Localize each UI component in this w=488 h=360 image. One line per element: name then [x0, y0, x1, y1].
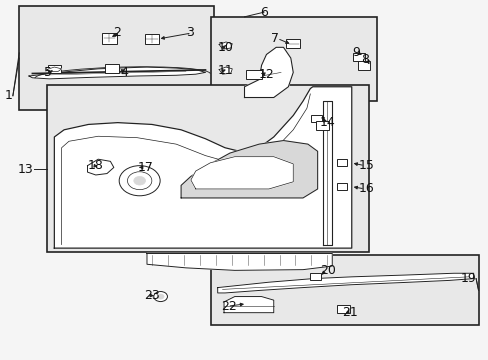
Text: 10: 10 — [217, 41, 233, 54]
Text: 7: 7 — [271, 32, 279, 45]
Polygon shape — [217, 273, 473, 293]
Text: 1: 1 — [5, 89, 13, 102]
FancyBboxPatch shape — [211, 17, 376, 101]
Text: 16: 16 — [358, 183, 374, 195]
FancyBboxPatch shape — [336, 305, 349, 313]
FancyBboxPatch shape — [357, 60, 369, 70]
FancyBboxPatch shape — [309, 273, 320, 280]
Circle shape — [119, 166, 160, 196]
FancyBboxPatch shape — [19, 6, 214, 110]
Text: 4: 4 — [120, 66, 128, 79]
Polygon shape — [54, 87, 351, 248]
Text: 3: 3 — [185, 27, 193, 40]
Text: 18: 18 — [87, 159, 103, 172]
Circle shape — [134, 176, 145, 185]
FancyBboxPatch shape — [47, 85, 368, 252]
Text: 5: 5 — [43, 66, 52, 79]
Text: 21: 21 — [341, 306, 357, 319]
FancyBboxPatch shape — [105, 64, 119, 73]
Polygon shape — [47, 67, 61, 71]
Text: 20: 20 — [320, 264, 335, 277]
Polygon shape — [224, 297, 273, 313]
Text: 14: 14 — [320, 116, 335, 129]
Polygon shape — [181, 140, 317, 198]
Polygon shape — [322, 101, 331, 244]
Polygon shape — [219, 42, 232, 49]
Text: 12: 12 — [259, 68, 274, 81]
Polygon shape — [87, 159, 114, 175]
Circle shape — [157, 294, 163, 299]
Circle shape — [154, 292, 167, 302]
Polygon shape — [190, 157, 293, 189]
FancyBboxPatch shape — [211, 255, 478, 325]
FancyBboxPatch shape — [144, 34, 159, 44]
FancyBboxPatch shape — [352, 53, 365, 61]
Polygon shape — [29, 67, 205, 79]
Text: 9: 9 — [351, 46, 359, 59]
FancyBboxPatch shape — [102, 33, 117, 44]
Text: 2: 2 — [113, 27, 121, 40]
Text: 8: 8 — [361, 53, 369, 66]
FancyBboxPatch shape — [47, 64, 61, 73]
Polygon shape — [244, 47, 293, 98]
Text: 23: 23 — [144, 289, 160, 302]
Text: 17: 17 — [137, 161, 153, 174]
Text: 13: 13 — [18, 163, 34, 176]
FancyBboxPatch shape — [336, 183, 346, 190]
Polygon shape — [219, 67, 232, 74]
FancyBboxPatch shape — [336, 159, 346, 166]
FancyBboxPatch shape — [316, 121, 328, 130]
FancyBboxPatch shape — [246, 69, 262, 79]
Text: 6: 6 — [260, 6, 267, 19]
FancyBboxPatch shape — [311, 115, 322, 122]
Polygon shape — [147, 253, 331, 270]
Text: 11: 11 — [217, 64, 233, 77]
Text: 15: 15 — [358, 159, 374, 172]
FancyBboxPatch shape — [285, 39, 300, 48]
Text: 19: 19 — [459, 272, 475, 285]
Text: 22: 22 — [221, 300, 237, 313]
